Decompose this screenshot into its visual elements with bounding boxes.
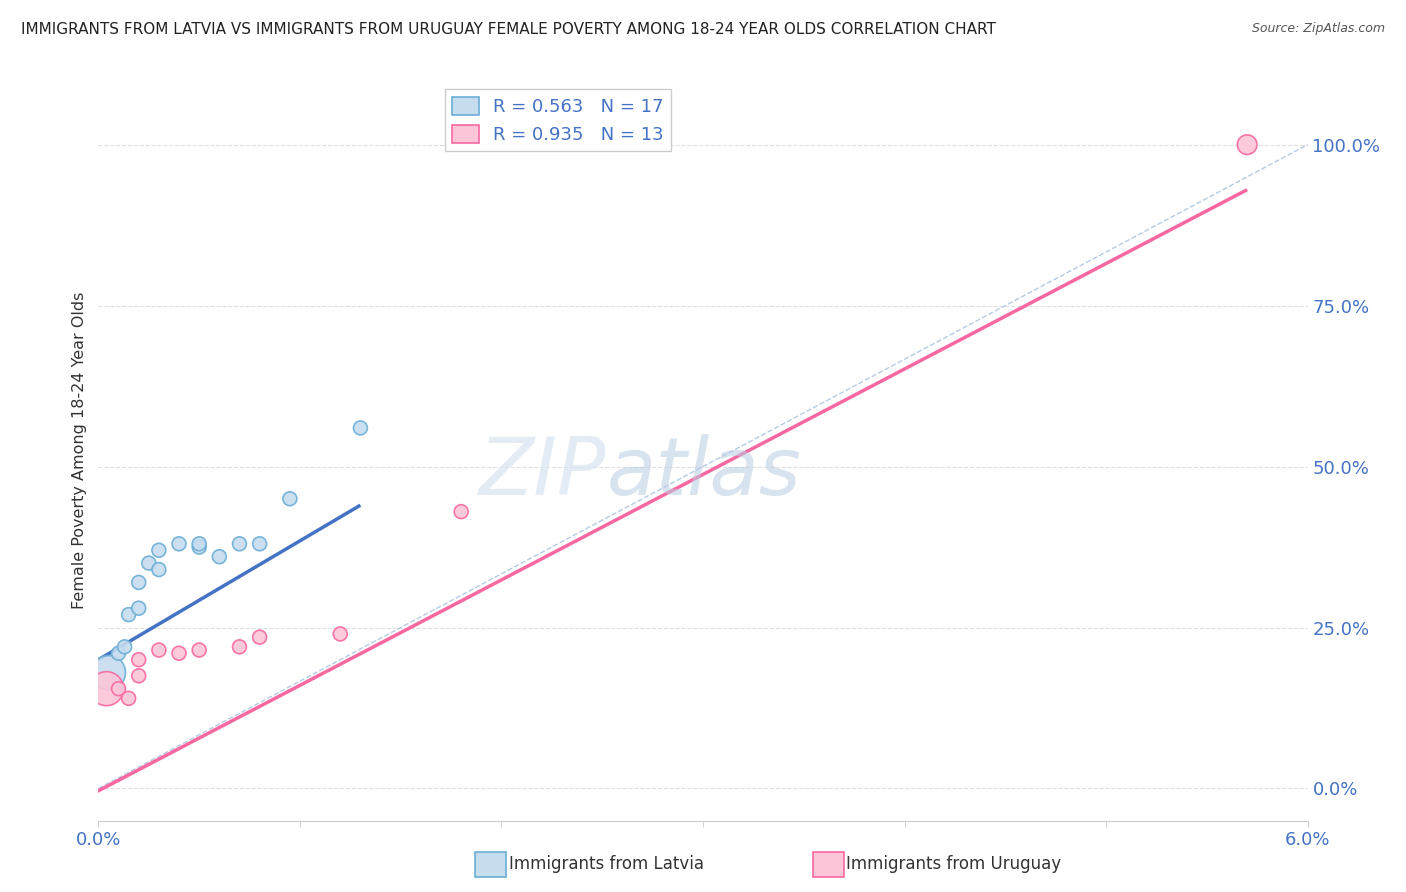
Point — [107, 681, 129, 696]
Point — [450, 505, 472, 519]
Text: ZIP: ZIP — [479, 434, 606, 512]
Point — [349, 421, 371, 435]
Point — [118, 691, 141, 706]
Point — [1236, 137, 1258, 152]
Point — [249, 630, 271, 644]
Point — [208, 549, 231, 564]
Point — [188, 540, 211, 554]
Point — [148, 563, 170, 577]
Point — [228, 537, 250, 551]
Point — [188, 643, 211, 657]
Text: Source: ZipAtlas.com: Source: ZipAtlas.com — [1251, 22, 1385, 36]
Text: atlas: atlas — [606, 434, 801, 512]
Legend: R = 0.563   N = 17, R = 0.935   N = 13: R = 0.563 N = 17, R = 0.935 N = 13 — [444, 89, 671, 152]
Point — [97, 665, 120, 680]
Point — [128, 575, 150, 590]
Point — [128, 601, 150, 615]
Point — [329, 627, 352, 641]
Point — [278, 491, 301, 506]
Point — [167, 646, 190, 660]
Point — [249, 537, 271, 551]
Point — [148, 643, 170, 657]
Text: Immigrants from Latvia: Immigrants from Latvia — [509, 855, 704, 873]
Point — [167, 537, 190, 551]
Text: IMMIGRANTS FROM LATVIA VS IMMIGRANTS FROM URUGUAY FEMALE POVERTY AMONG 18-24 YEA: IMMIGRANTS FROM LATVIA VS IMMIGRANTS FRO… — [21, 22, 995, 37]
Point — [114, 640, 136, 654]
Text: Immigrants from Uruguay: Immigrants from Uruguay — [846, 855, 1062, 873]
Point — [118, 607, 141, 622]
Point — [138, 556, 160, 570]
Point — [128, 653, 150, 667]
Point — [228, 640, 250, 654]
Point — [96, 681, 118, 696]
Point — [107, 646, 129, 660]
Point — [128, 669, 150, 683]
Y-axis label: Female Poverty Among 18-24 Year Olds: Female Poverty Among 18-24 Year Olds — [72, 292, 87, 609]
Point — [188, 537, 211, 551]
Point — [148, 543, 170, 558]
